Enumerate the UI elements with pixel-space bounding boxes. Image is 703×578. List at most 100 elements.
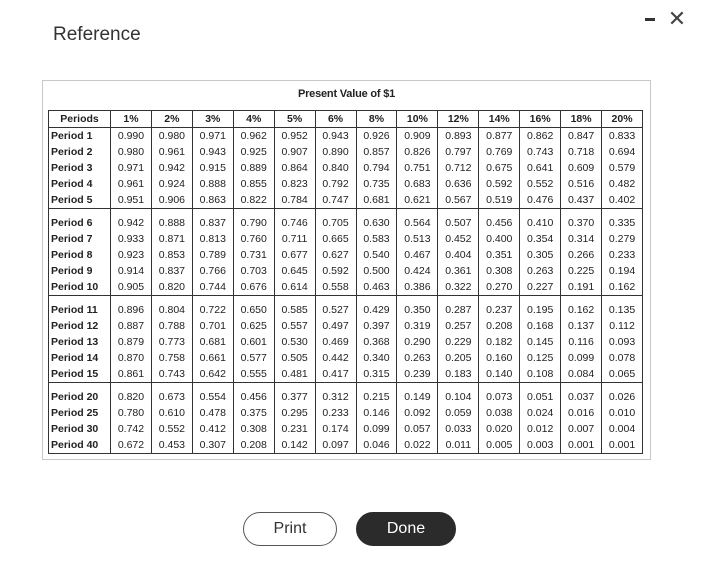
close-icon[interactable]: ✕ xyxy=(667,6,687,31)
pv-factor-cell: 0.266 xyxy=(560,247,603,263)
pv-factor-cell: 0.315 xyxy=(355,366,398,383)
period-label: Period 1 xyxy=(48,127,111,144)
table-row: Period 5 0.951 0.906 0.863 0.822 0.784 0.747 0.… xyxy=(48,192,643,209)
pv-factor-cell: 0.424 xyxy=(396,263,439,279)
pv-factor-cell: 0.601 xyxy=(232,334,275,350)
pv-factor-cell: 0.099 xyxy=(355,421,398,437)
reference-frame xyxy=(42,80,651,460)
pv-factor-cell: 0.125 xyxy=(519,350,562,366)
pv-factor-cell: 0.351 xyxy=(478,247,521,263)
pv-factor-cell: 0.861 xyxy=(110,366,152,383)
pv-factor-cell: 0.162 xyxy=(601,279,643,296)
pv-factor-cell: 0.890 xyxy=(314,144,357,160)
pv-factor-cell: 0.773 xyxy=(150,334,193,350)
pv-factor-cell: 0.093 xyxy=(601,334,643,350)
pv-factor-cell: 0.833 xyxy=(601,127,643,144)
pv-factor-cell: 0.862 xyxy=(519,127,562,144)
header-rate: 6% xyxy=(314,110,357,128)
period-label: Period 7 xyxy=(48,231,111,247)
pv-factor-cell: 0.681 xyxy=(355,192,398,209)
pv-factor-cell: 0.823 xyxy=(273,176,316,192)
table-row: Period 2 0.980 0.961 0.943 0.925 0.907 0.890 0.… xyxy=(48,144,643,160)
pv-factor-cell: 0.010 xyxy=(601,405,643,421)
pv-factor-cell: 0.961 xyxy=(110,176,152,192)
pv-factor-cell: 0.135 xyxy=(601,302,643,318)
pv-factor-cell: 0.354 xyxy=(519,231,562,247)
pv-factor-cell: 0.683 xyxy=(396,176,439,192)
header-rate: 18% xyxy=(560,110,603,128)
table-row: Period 30 0.742 0.552 0.412 0.308 0.231 0.174 0… xyxy=(48,421,643,437)
pv-factor-cell: 0.552 xyxy=(150,421,193,437)
period-label: Period 12 xyxy=(48,318,111,334)
pv-factor-cell: 0.482 xyxy=(601,176,643,192)
pv-factor-cell: 0.579 xyxy=(601,160,643,176)
pv-factor-cell: 0.722 xyxy=(191,302,234,318)
period-label: Period 6 xyxy=(48,215,111,231)
pv-factor-cell: 0.410 xyxy=(519,215,562,231)
pv-factor-cell: 0.279 xyxy=(601,231,643,247)
pv-factor-cell: 0.340 xyxy=(355,350,398,366)
pv-factor-cell: 0.375 xyxy=(232,405,275,421)
pv-factor-cell: 0.182 xyxy=(478,334,521,350)
pv-factor-cell: 0.636 xyxy=(437,176,480,192)
pv-factor-cell: 0.145 xyxy=(519,334,562,350)
table-row: Period 14 0.870 0.758 0.661 0.577 0.505 0.442 0… xyxy=(48,350,643,366)
period-label: Period 5 xyxy=(48,192,111,209)
pv-factor-cell: 0.308 xyxy=(478,263,521,279)
period-label: Period 15 xyxy=(48,366,111,383)
pv-factor-cell: 0.467 xyxy=(396,247,439,263)
pv-factor-cell: 0.760 xyxy=(232,231,275,247)
done-button[interactable]: Done xyxy=(356,512,456,546)
pv-factor-cell: 0.519 xyxy=(478,192,521,209)
period-label: Period 30 xyxy=(48,421,111,437)
print-button[interactable]: Print xyxy=(243,512,337,546)
pv-factor-cell: 0.540 xyxy=(355,247,398,263)
pv-factor-cell: 0.092 xyxy=(396,405,439,421)
pv-factor-cell: 0.003 xyxy=(519,437,562,454)
pv-factor-cell: 0.368 xyxy=(355,334,398,350)
pv-factor-cell: 0.453 xyxy=(150,437,193,454)
header-rate: 14% xyxy=(478,110,521,128)
pv-factor-cell: 0.112 xyxy=(601,318,643,334)
pv-factor-cell: 0.971 xyxy=(191,127,234,144)
pv-factor-cell: 0.183 xyxy=(437,366,480,383)
pv-factor-cell: 0.943 xyxy=(314,127,357,144)
header-rate: 16% xyxy=(519,110,562,128)
period-label: Period 14 xyxy=(48,350,111,366)
pv-factor-cell: 0.826 xyxy=(396,144,439,160)
pv-factor-cell: 0.609 xyxy=(560,160,603,176)
pv-factor-cell: 0.225 xyxy=(560,263,603,279)
pv-factor-cell: 0.361 xyxy=(437,263,480,279)
spacer-cell xyxy=(48,208,111,215)
pv-factor-cell: 0.552 xyxy=(519,176,562,192)
pv-factor-cell: 0.022 xyxy=(396,437,439,454)
pv-factor-cell: 0.681 xyxy=(191,334,234,350)
minimize-icon[interactable] xyxy=(643,10,657,28)
pv-factor-cell: 0.001 xyxy=(601,437,643,454)
pv-factor-cell: 0.024 xyxy=(519,405,562,421)
pv-factor-cell: 0.231 xyxy=(273,421,316,437)
group-spacer xyxy=(48,208,643,215)
pv-factor-cell: 0.952 xyxy=(273,127,316,144)
pv-factor-cell: 0.016 xyxy=(560,405,603,421)
pv-factor-cell: 0.400 xyxy=(478,231,521,247)
pv-factor-cell: 0.051 xyxy=(519,389,562,405)
pv-factor-cell: 0.583 xyxy=(355,231,398,247)
pv-factor-cell: 0.650 xyxy=(232,302,275,318)
pv-factor-cell: 0.943 xyxy=(191,144,234,160)
spacer-cell xyxy=(601,295,643,302)
pv-factor-cell: 0.227 xyxy=(519,279,562,296)
spacer-cell xyxy=(48,295,111,302)
pv-factor-cell: 0.642 xyxy=(191,366,234,383)
pv-factor-cell: 0.694 xyxy=(601,144,643,160)
pv-factor-cell: 0.295 xyxy=(273,405,316,421)
pv-factor-cell: 0.208 xyxy=(232,437,275,454)
table-row: Period 7 0.933 0.871 0.813 0.760 0.711 0.665 0.… xyxy=(48,231,643,247)
pv-factor-cell: 0.412 xyxy=(191,421,234,437)
pv-factor-cell: 0.864 xyxy=(273,160,316,176)
pv-factor-cell: 0.567 xyxy=(437,192,480,209)
table-row: Period 13 0.879 0.773 0.681 0.601 0.530 0.469 0… xyxy=(48,334,643,350)
table-row: Period 9 0.914 0.837 0.766 0.703 0.645 0.592 0.… xyxy=(48,263,643,279)
pv-factor-cell: 0.758 xyxy=(150,350,193,366)
pv-factor-cell: 0.630 xyxy=(355,215,398,231)
